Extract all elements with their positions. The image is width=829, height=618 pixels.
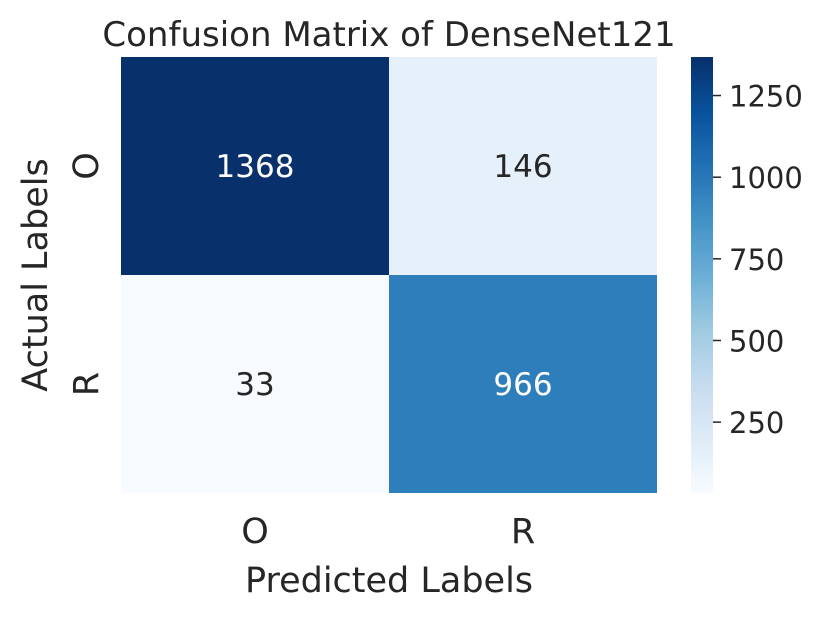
cell-value-label: 1368 — [216, 149, 295, 185]
y-tick-labels: OR — [67, 152, 107, 396]
colorbar-tick-label: 750 — [729, 243, 784, 277]
colorbar-ticks: 250 500 750 1000 1250 — [713, 80, 803, 440]
heatmap-cell — [121, 275, 389, 493]
colorbar-tick-label: 1000 — [729, 161, 803, 195]
colorbar-tick-label: 500 — [729, 324, 784, 358]
x-tick-label: R — [511, 512, 535, 552]
chart-title: Confusion Matrix of DenseNet121 — [102, 15, 675, 55]
x-tick-label: O — [241, 512, 269, 552]
heatmap-cells: 1368 146 33 966 — [121, 57, 657, 493]
x-axis-label: Predicted Labels — [245, 561, 533, 601]
colorbar — [691, 57, 713, 493]
y-tick-label: O — [67, 152, 107, 180]
heatmap-cell — [389, 57, 657, 275]
cell-value-label: 146 — [493, 149, 552, 185]
cell-value-label: 33 — [235, 367, 274, 403]
heatmap-cell — [121, 57, 389, 275]
colorbar-tick-label: 1250 — [729, 80, 803, 114]
y-axis-label: Actual Labels — [16, 158, 56, 391]
heatmap-cell — [389, 275, 657, 493]
y-tick-label: R — [67, 372, 107, 396]
cell-value-label: 966 — [493, 367, 552, 403]
colorbar-tick-label: 250 — [729, 406, 784, 440]
